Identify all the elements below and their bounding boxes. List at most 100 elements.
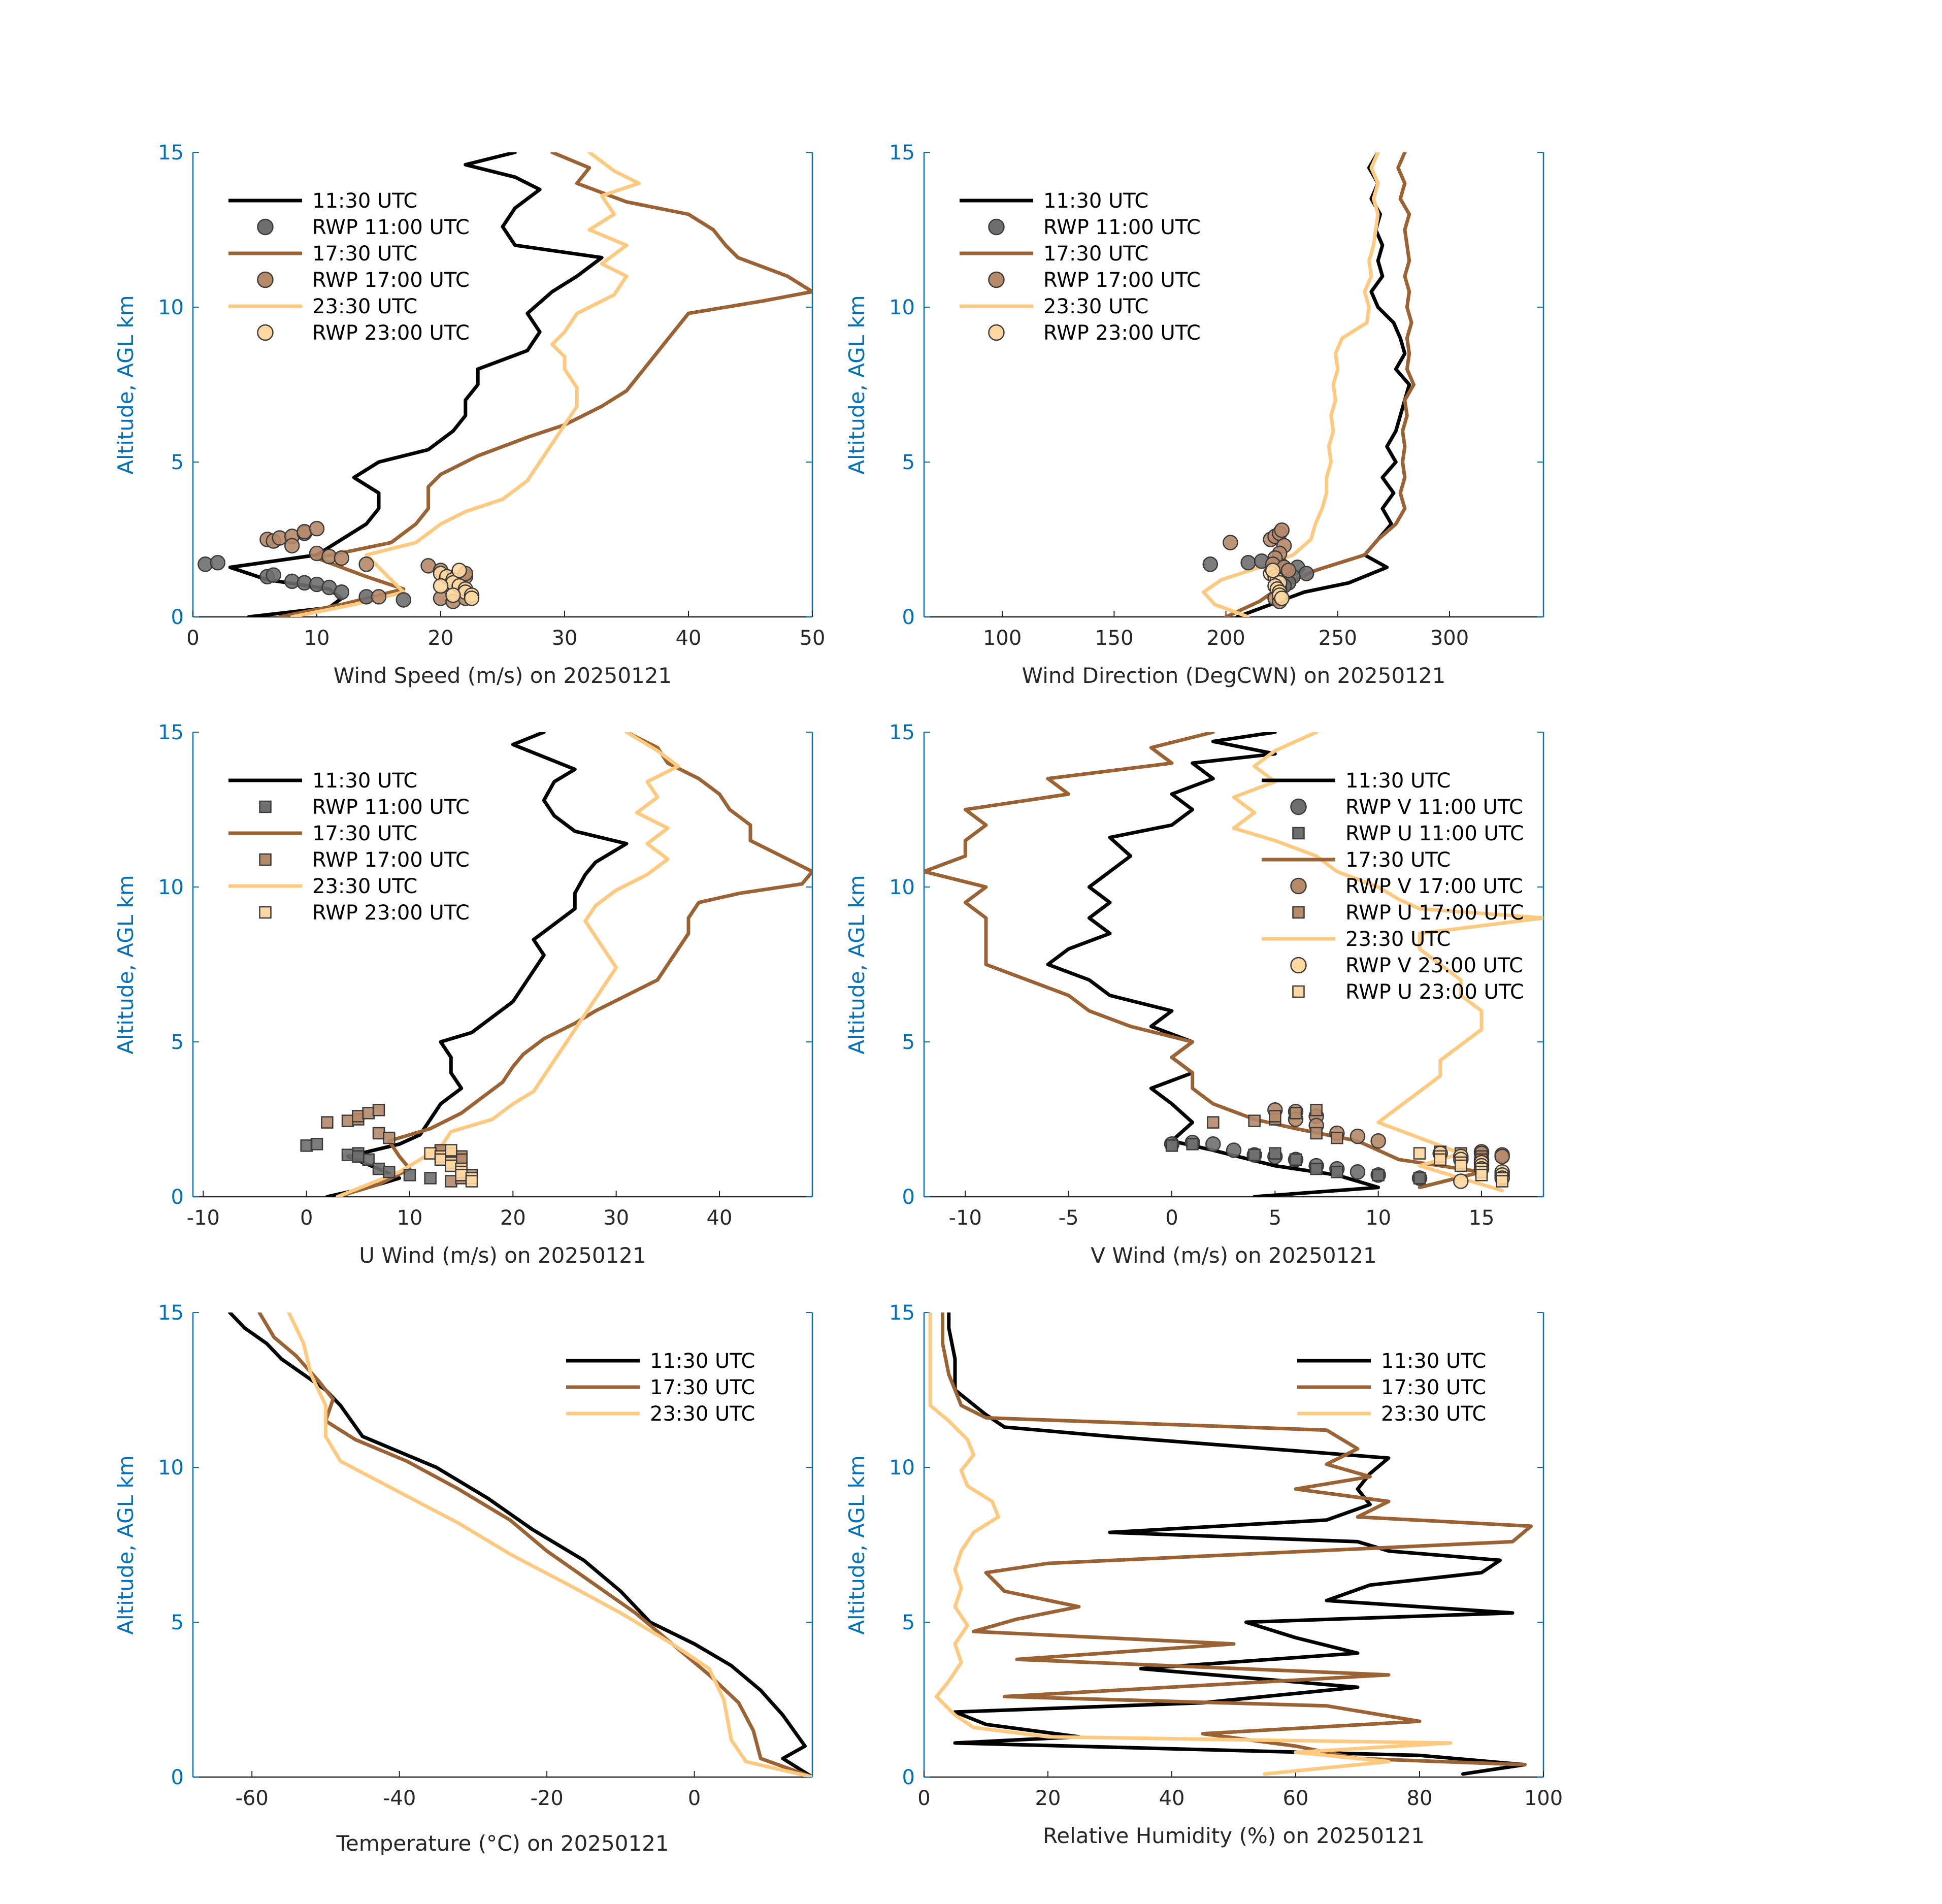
temperature-xtick-label: -60 — [236, 1787, 269, 1810]
v-wind-marker-point — [1455, 1159, 1467, 1172]
wind-speed-xtick-label: 20 — [428, 627, 454, 650]
v-wind-xlabel: V Wind (m/s) on 20250121 — [1091, 1243, 1377, 1268]
wind-speed-marker-point — [396, 592, 412, 608]
u-wind-xtick-label: 40 — [707, 1206, 733, 1230]
wind-speed-marker-point — [371, 589, 387, 605]
u-wind-xtick-label: 30 — [603, 1206, 629, 1230]
v-wind-marker-point — [1248, 1148, 1261, 1161]
v-wind-legend-label: RWP U 17:00 UTC — [1345, 901, 1524, 925]
temperature-series-line-2 — [287, 1312, 812, 1777]
u-wind-panel: U Wind (m/s) on 20250121 Altitude, AGL k… — [113, 721, 813, 1268]
v-wind-marker-point — [1269, 1110, 1281, 1123]
wind-speed-ytick-label: 0 — [171, 606, 184, 629]
temperature-ytick-label: 0 — [171, 1766, 184, 1789]
relative-humidity-ytick-label: 0 — [902, 1766, 915, 1789]
temperature-legend-label: 23:30 UTC — [650, 1402, 755, 1426]
wind-speed-marker-point — [464, 590, 480, 606]
relative-humidity-ytick-label: 5 — [902, 1611, 915, 1634]
u-wind-legend-label: RWP 11:00 UTC — [312, 796, 470, 819]
u-wind-marker-point — [321, 1116, 334, 1129]
wind-direction-legend-label: 17:30 UTC — [1043, 242, 1148, 266]
relative-humidity-legend-label: 17:30 UTC — [1381, 1376, 1486, 1399]
wind-speed-xlabel: Wind Speed (m/s) on 20250121 — [334, 663, 672, 688]
v-wind-marker-point — [1289, 1107, 1302, 1120]
wind-direction-xlabel: Wind Direction (DegCWN) on 20250121 — [1022, 663, 1446, 688]
u-wind-xtick-label: 20 — [500, 1206, 526, 1230]
wind-direction-legend-label: 11:30 UTC — [1043, 189, 1148, 213]
relative-humidity-xtick-label: 0 — [917, 1787, 930, 1810]
v-wind-ytick-label: 5 — [902, 1031, 915, 1054]
u-wind-xlabel: U Wind (m/s) on 20250121 — [359, 1243, 646, 1268]
relative-humidity-series-line-2 — [928, 1312, 1453, 1776]
v-wind-xtick-label: 0 — [1165, 1206, 1178, 1230]
v-wind-legend-swatch-circle — [1290, 957, 1307, 974]
v-wind-marker-point — [1331, 1165, 1343, 1178]
wind-speed-legend-label: RWP 11:00 UTC — [312, 216, 470, 239]
v-wind-legend-label: 17:30 UTC — [1345, 848, 1451, 872]
wind-direction-series-line-2 — [1202, 152, 1380, 617]
v-wind-marker-point — [1372, 1169, 1385, 1181]
v-wind-xtick-label: 5 — [1269, 1206, 1281, 1230]
u-wind-xtick-label: 0 — [300, 1206, 313, 1230]
u-wind-series-line-1 — [336, 732, 812, 1197]
wind-direction-marker-point — [1280, 563, 1297, 578]
v-wind-marker-point — [1349, 1128, 1366, 1144]
temperature-panel: Temperature (°C) on 20250121 Altitude, A… — [113, 1301, 813, 1856]
temperature-ylabel: Altitude, AGL km — [113, 1455, 138, 1634]
u-wind-marker-point — [341, 1148, 354, 1161]
v-wind-legend-label: RWP U 23:00 UTC — [1345, 980, 1524, 1004]
wind-speed-marker-point — [433, 578, 449, 594]
wind-direction-ytick-label: 0 — [902, 606, 915, 629]
v-wind-marker-point — [1310, 1103, 1323, 1117]
wind-direction-marker-point — [1274, 522, 1290, 538]
wind-speed-marker-point — [358, 556, 374, 572]
wind-speed-legend-label: 23:30 UTC — [312, 295, 417, 318]
v-wind-ytick-label: 15 — [889, 721, 915, 744]
v-wind-marker-point — [1226, 1142, 1242, 1158]
wind-direction-legend-swatch-circle — [988, 218, 1005, 236]
u-wind-marker-point — [300, 1139, 313, 1152]
u-wind-legend-swatch-square — [259, 853, 272, 866]
v-wind-legend: 11:30 UTC RWP V 11:00 UTC RWP U 11:00 UTC 1… — [1262, 769, 1524, 1004]
relative-humidity-legend: 11:30 UTC 17:30 UTC 23:30 UTC — [1297, 1350, 1486, 1426]
temperature-legend: 11:30 UTC 17:30 UTC 23:30 UTC — [566, 1350, 755, 1426]
wind-speed-marker-point — [284, 538, 300, 553]
u-wind-marker-point — [383, 1165, 396, 1178]
wind-direction-marker-point — [1223, 535, 1238, 550]
wind-speed-xtick-label: 30 — [552, 627, 578, 650]
v-wind-marker-point — [1207, 1116, 1220, 1129]
relative-humidity-xlabel: Relative Humidity (%) on 20250121 — [1043, 1823, 1425, 1848]
u-wind-marker-point — [352, 1150, 365, 1163]
v-wind-ytick-label: 10 — [889, 876, 915, 899]
relative-humidity-xtick-label: 20 — [1035, 1787, 1061, 1810]
relative-humidity-ytick-label: 10 — [889, 1456, 915, 1480]
v-wind-legend-swatch-circle — [1290, 798, 1307, 815]
u-wind-ytick-label: 15 — [158, 721, 184, 744]
v-wind-legend-swatch-square — [1292, 906, 1305, 919]
v-wind-marker-point — [1370, 1133, 1386, 1149]
relative-humidity-xtick-label: 60 — [1283, 1787, 1309, 1810]
temperature-xtick-label: 0 — [688, 1787, 701, 1810]
temperature-series-line-0 — [228, 1312, 812, 1777]
relative-humidity-xtick-label: 40 — [1159, 1787, 1185, 1810]
u-wind-legend-label: RWP 23:00 UTC — [312, 901, 470, 925]
v-wind-legend-swatch-square — [1292, 827, 1305, 840]
v-wind-marker-point — [1413, 1147, 1426, 1160]
v-wind-marker-point — [1453, 1173, 1469, 1189]
wind-direction-legend-swatch-circle — [988, 271, 1005, 288]
v-wind-marker-point — [1186, 1138, 1199, 1151]
wind-direction-plot-area — [1202, 152, 1416, 617]
relative-humidity-ylabel: Altitude, AGL km — [844, 1455, 869, 1634]
u-wind-legend-swatch-square — [259, 800, 272, 813]
u-wind-marker-point — [403, 1169, 416, 1181]
wind-speed-marker-point — [210, 555, 226, 571]
wind-speed-xtick-label: 50 — [800, 627, 826, 650]
v-wind-ytick-label: 0 — [902, 1186, 915, 1209]
temperature-ytick-label: 5 — [171, 1611, 184, 1634]
wind-direction-xtick-label: 250 — [1319, 627, 1357, 650]
v-wind-marker-point — [1310, 1127, 1323, 1140]
u-wind-marker-point — [424, 1172, 437, 1185]
relative-humidity-panel: Relative Humidity (%) on 20250121 Altitu… — [844, 1301, 1563, 1848]
wind-speed-legend-label: RWP 17:00 UTC — [312, 269, 470, 292]
u-wind-series-line-0 — [325, 732, 629, 1197]
